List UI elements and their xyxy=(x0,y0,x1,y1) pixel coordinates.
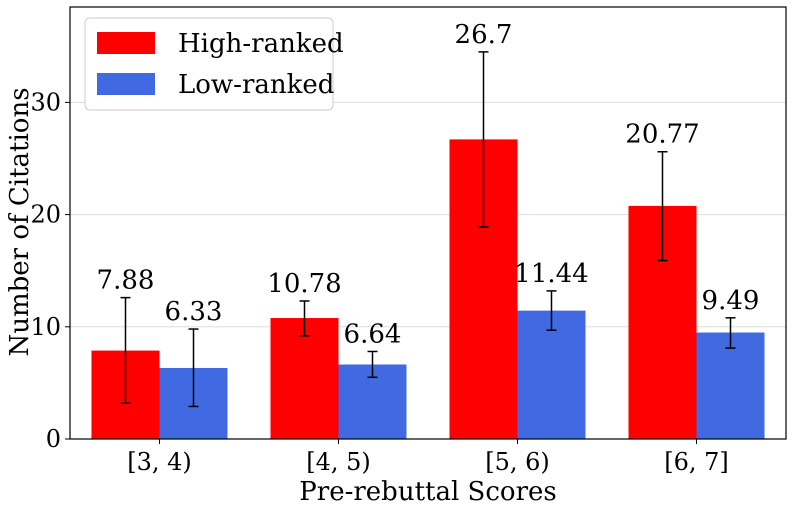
x-tick-label-3: [6, 7] xyxy=(664,448,729,476)
error-bars xyxy=(120,51,736,408)
data-label-high-0: 7.88 xyxy=(97,266,155,296)
bar-low-2 xyxy=(517,310,586,439)
plot-frame xyxy=(69,6,787,440)
data-label-high-1: 10.78 xyxy=(267,269,341,299)
error-bar-low-0 xyxy=(188,328,199,408)
data-label-low-0: 6.33 xyxy=(165,297,223,327)
y-tick-label-20: 20 xyxy=(30,201,61,229)
y-tick-label-10: 10 xyxy=(30,313,61,341)
data-label-low-3: 9.49 xyxy=(702,286,760,316)
bar-low-3 xyxy=(696,332,765,439)
x-tick-label-0: [3, 4) xyxy=(127,448,192,476)
x-tick-label-1: [4, 5) xyxy=(306,448,371,476)
data-label-high-2: 26.7 xyxy=(455,20,513,50)
legend-swatch-low xyxy=(97,73,155,95)
y-tick-label-30: 30 xyxy=(30,88,61,116)
error-bar-low-1 xyxy=(367,350,378,379)
legend: High-ranked Low-ranked xyxy=(84,17,344,111)
legend-label-high: High-ranked xyxy=(178,29,344,59)
bars xyxy=(91,139,765,439)
legend-label-low: Low-ranked xyxy=(178,70,334,100)
data-label-low-2: 11.44 xyxy=(514,259,588,289)
data-label-low-1: 6.64 xyxy=(344,319,402,349)
data-label-high-3: 20.77 xyxy=(625,120,699,150)
x-axis-ticks: [3, 4) [4, 5) [5, 6) [6, 7] xyxy=(127,439,729,476)
y-axis-label: Number of Citations xyxy=(5,87,35,356)
error-bar-high-1 xyxy=(299,300,310,337)
legend-swatch-high xyxy=(97,32,155,54)
y-tick-label-0: 0 xyxy=(46,425,61,453)
error-bar-high-3 xyxy=(657,150,668,262)
error-bar-high-0 xyxy=(120,296,131,404)
error-bar-high-2 xyxy=(478,51,489,228)
error-bar-low-3 xyxy=(725,317,736,349)
x-tick-label-2: [5, 6) xyxy=(485,448,550,476)
error-bar-low-2 xyxy=(546,290,557,331)
x-axis-label: Pre-rebuttal Scores xyxy=(299,477,556,507)
data-labels: 7.88 10.78 26.7 20.77 6.33 6.64 11.44 9.49 xyxy=(97,20,760,350)
y-axis-ticks: 0 10 20 30 xyxy=(30,88,70,453)
bar-high-1 xyxy=(270,318,339,439)
